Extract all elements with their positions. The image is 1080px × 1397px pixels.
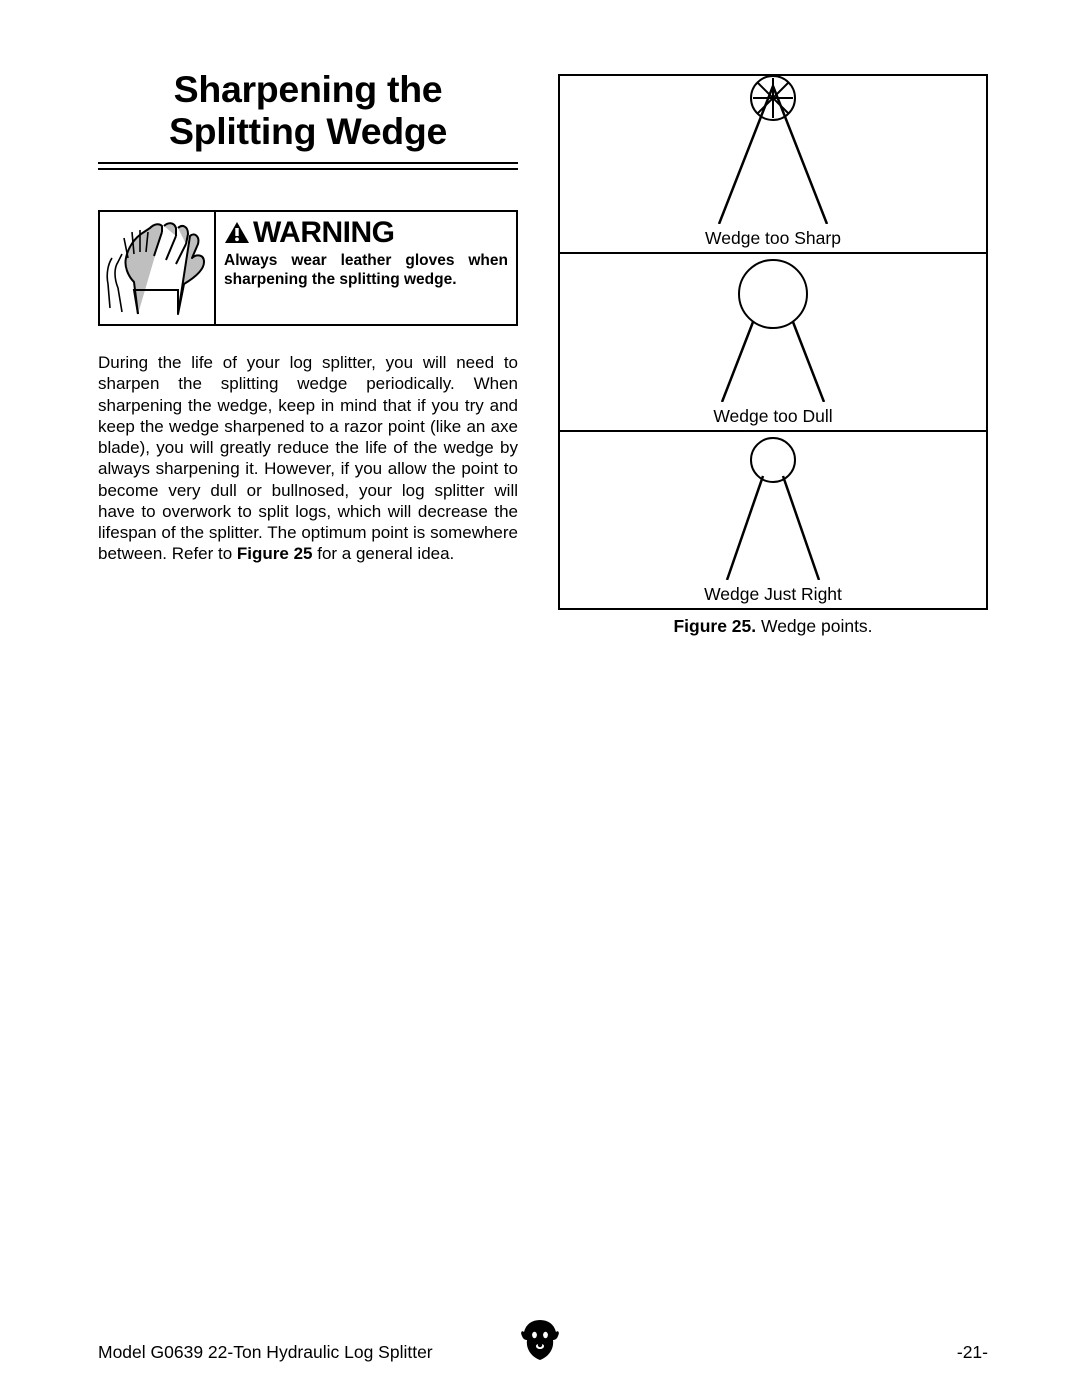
footer-model-text: Model G0639 22-Ton Hydraulic Log Splitte… bbox=[98, 1342, 433, 1363]
warning-heading-text: WARNING bbox=[253, 216, 395, 250]
wedge-right-icon bbox=[564, 432, 982, 580]
figure-panel-right: Wedge Just Right bbox=[560, 430, 986, 608]
wedge-sharp-icon bbox=[564, 76, 982, 224]
right-column: Wedge too Sharp Wedge too Dull bbox=[558, 68, 988, 637]
warning-body-text: Always wear leather gloves when sharpeni… bbox=[224, 251, 508, 290]
wedge-dull-icon bbox=[564, 254, 982, 402]
figure-25: Wedge too Sharp Wedge too Dull bbox=[558, 74, 988, 610]
heading-line-2: Splitting Wedge bbox=[169, 110, 447, 152]
warning-text: WARNING Always wear leather gloves when … bbox=[216, 212, 516, 324]
grizzly-logo-icon bbox=[520, 1318, 560, 1367]
warning-box: WARNING Always wear leather gloves when … bbox=[98, 210, 518, 326]
alert-triangle-icon bbox=[224, 221, 250, 245]
body-para-prefix: During the life of your log splitter, yo… bbox=[98, 353, 518, 563]
figure-caption-rest: Wedge points. bbox=[756, 616, 872, 636]
figure-panel-dull: Wedge too Dull bbox=[560, 252, 986, 430]
figure-panel-sharp: Wedge too Sharp bbox=[560, 76, 986, 252]
heading-rule bbox=[98, 162, 518, 170]
left-column: Sharpening the Splitting Wedge bbox=[98, 68, 518, 637]
section-heading: Sharpening the Splitting Wedge bbox=[98, 68, 518, 152]
heading-line-1: Sharpening the bbox=[174, 68, 443, 110]
figure-caption-bold: Figure 25. bbox=[673, 616, 756, 636]
figure-label-sharp: Wedge too Sharp bbox=[705, 224, 841, 252]
warning-heading: WARNING bbox=[224, 216, 508, 250]
figure-label-right: Wedge Just Right bbox=[704, 580, 842, 608]
figure-label-dull: Wedge too Dull bbox=[713, 402, 832, 430]
figure-caption: Figure 25. Wedge points. bbox=[558, 616, 988, 637]
body-para-suffix: for a general idea. bbox=[313, 544, 455, 563]
footer-page-number: -21- bbox=[957, 1342, 988, 1363]
body-para-ref: Figure 25 bbox=[237, 544, 313, 563]
gloves-icon-cell bbox=[100, 212, 216, 324]
gloves-icon bbox=[104, 218, 210, 318]
body-paragraph: During the life of your log splitter, yo… bbox=[98, 352, 518, 565]
page-footer: Model G0639 22-Ton Hydraulic Log Splitte… bbox=[0, 1342, 1080, 1363]
